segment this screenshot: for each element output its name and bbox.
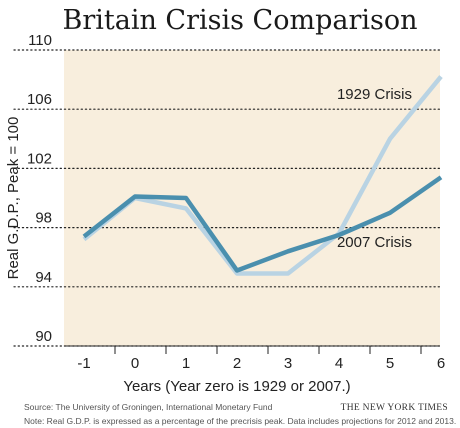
- y-tick-label: 110: [28, 32, 52, 49]
- series-label-2007: 2007 Crisis: [337, 234, 412, 251]
- y-tick-label: 90: [35, 328, 52, 345]
- footnote: Note: Real G.D.P. is expressed as a perc…: [24, 416, 456, 426]
- x-tick-label: 3: [284, 355, 292, 372]
- credit: THE NEW YORK TIMES: [341, 403, 448, 413]
- source-note: Source: The University of Groningen, Int…: [24, 402, 273, 412]
- x-tick-label: -1: [77, 355, 90, 372]
- x-tick-label: 1: [182, 355, 190, 372]
- series-line-1929-crisis: [82, 75, 443, 276]
- y-axis-label: Real G.D.P., Peak = 100: [5, 117, 22, 280]
- series-line-2007-crisis: [82, 175, 443, 273]
- x-tick-label: 2: [233, 355, 241, 372]
- x-tick-label: 0: [131, 355, 139, 372]
- y-axis-ticks: 90 94 98 102 106 110: [27, 32, 52, 345]
- x-tick-label: 6: [437, 355, 445, 372]
- chart-title: Britain Crisis Comparison: [62, 5, 417, 36]
- x-tick-label: 5: [386, 355, 394, 372]
- series-lines: [82, 75, 443, 276]
- plot-background: [64, 50, 440, 346]
- x-tick-label: 4: [335, 355, 343, 372]
- x-axis-label: Years (Year zero is 1929 or 2007.): [123, 378, 350, 395]
- series-label-1929: 1929 Crisis: [337, 86, 412, 103]
- y-tick-label: 94: [35, 269, 52, 286]
- x-axis: -1 0 1 2 3 4 5 6: [64, 345, 445, 372]
- y-tick-label: 98: [35, 210, 52, 227]
- y-tick-label: 106: [27, 91, 52, 108]
- y-tick-label: 102: [27, 150, 52, 167]
